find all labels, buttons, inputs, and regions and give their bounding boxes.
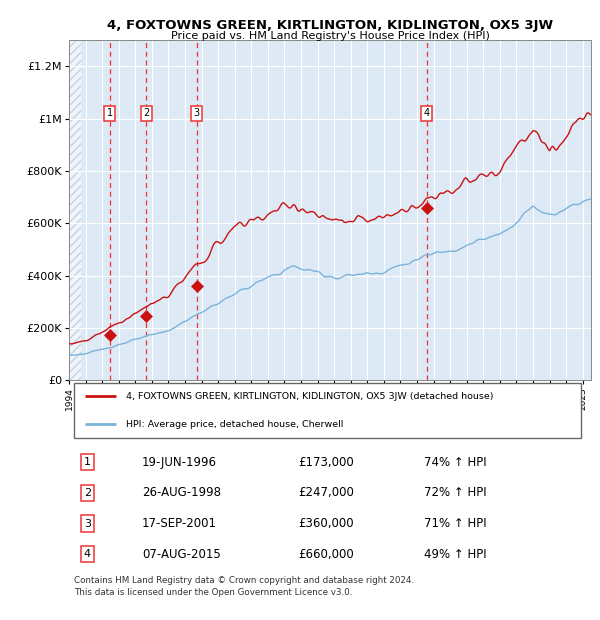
Text: 1: 1 [84,457,91,467]
FancyBboxPatch shape [74,383,581,438]
Text: 49% ↑ HPI: 49% ↑ HPI [424,547,487,560]
Text: 3: 3 [84,518,91,529]
Text: 1: 1 [107,108,113,118]
Text: £247,000: £247,000 [299,486,355,499]
Text: £173,000: £173,000 [299,456,355,469]
Text: 74% ↑ HPI: 74% ↑ HPI [424,456,487,469]
Text: 07-AUG-2015: 07-AUG-2015 [142,547,221,560]
Text: 4: 4 [424,108,430,118]
Text: 17-SEP-2001: 17-SEP-2001 [142,517,217,530]
Text: 26-AUG-1998: 26-AUG-1998 [142,486,221,499]
Text: Price paid vs. HM Land Registry's House Price Index (HPI): Price paid vs. HM Land Registry's House … [170,31,490,41]
Text: 71% ↑ HPI: 71% ↑ HPI [424,517,487,530]
Text: 2: 2 [84,488,91,498]
Bar [69,40,82,380]
Text: 3: 3 [194,108,200,118]
Text: £360,000: £360,000 [299,517,355,530]
Text: 19-JUN-1996: 19-JUN-1996 [142,456,217,469]
Text: £660,000: £660,000 [299,547,355,560]
Text: 4, FOXTOWNS GREEN, KIRTLINGTON, KIDLINGTON, OX5 3JW (detached house): 4, FOXTOWNS GREEN, KIRTLINGTON, KIDLINGT… [127,392,494,401]
Text: 2: 2 [143,108,149,118]
Text: 4, FOXTOWNS GREEN, KIRTLINGTON, KIDLINGTON, OX5 3JW: 4, FOXTOWNS GREEN, KIRTLINGTON, KIDLINGT… [107,19,553,32]
Text: Contains HM Land Registry data © Crown copyright and database right 2024.
This d: Contains HM Land Registry data © Crown c… [74,576,415,597]
Text: 4: 4 [84,549,91,559]
Text: HPI: Average price, detached house, Cherwell: HPI: Average price, detached house, Cher… [127,420,344,429]
Text: 72% ↑ HPI: 72% ↑ HPI [424,486,487,499]
